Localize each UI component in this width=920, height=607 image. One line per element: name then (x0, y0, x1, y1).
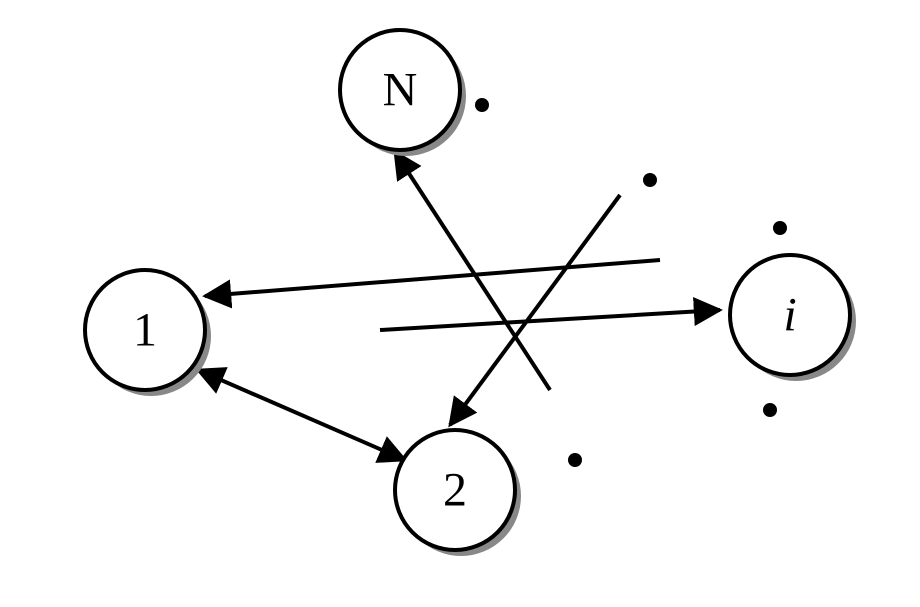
ellipsis-dot-4 (568, 453, 582, 467)
ellipsis-dot-0 (475, 98, 489, 112)
edge-4 (380, 310, 720, 330)
edge-0 (198, 370, 405, 460)
ellipsis-dot-2 (773, 221, 787, 235)
node-label-1: 1 (133, 304, 157, 357)
edge-2 (205, 260, 660, 296)
ellipsis-dot-3 (763, 403, 777, 417)
node-label-2: 2 (443, 464, 467, 517)
network-diagram: N 1 2 i (0, 0, 920, 607)
edge-1 (450, 195, 620, 425)
ellipsis-dot-1 (643, 173, 657, 187)
node-label-N: N (383, 64, 418, 117)
node-label-i: i (783, 289, 796, 342)
